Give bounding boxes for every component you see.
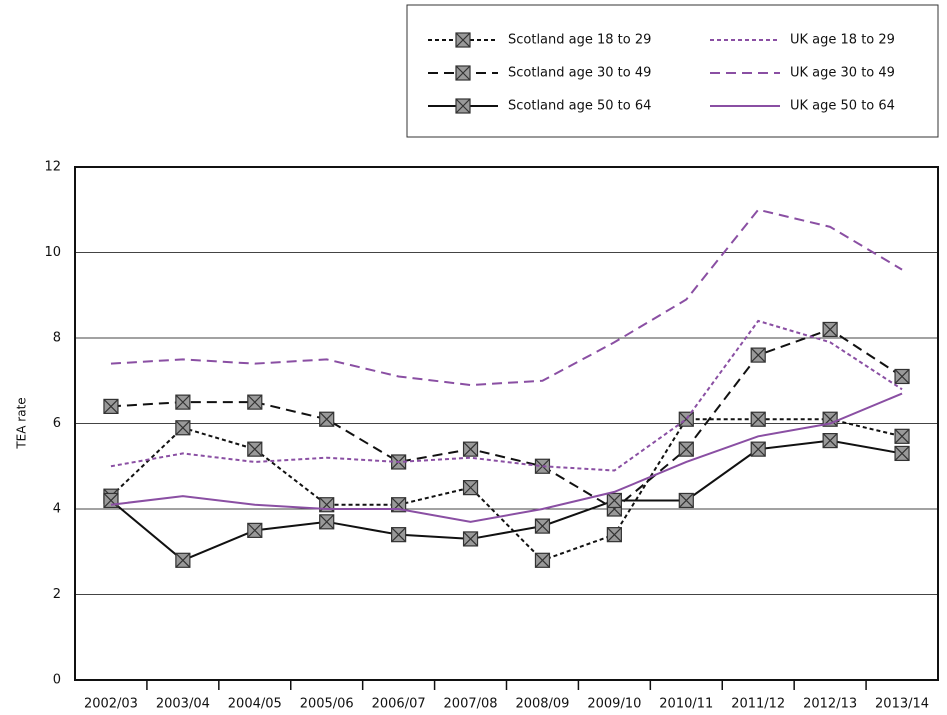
marker-cross bbox=[247, 522, 263, 538]
y-axis-label: TEA rate bbox=[15, 397, 29, 449]
marker bbox=[391, 527, 407, 543]
marker bbox=[319, 411, 335, 427]
series-line bbox=[110, 328, 903, 511]
marker bbox=[678, 411, 694, 427]
x-tick-label: 2003/04 bbox=[156, 697, 210, 712]
x-tick-label: 2004/05 bbox=[228, 697, 282, 712]
marker-cross bbox=[678, 441, 694, 457]
marker-cross bbox=[535, 552, 550, 568]
marker bbox=[455, 32, 471, 48]
legend-label: UK age 30 to 49 bbox=[790, 66, 895, 81]
marker-cross bbox=[750, 411, 766, 427]
marker-cross bbox=[678, 493, 694, 508]
marker-cross bbox=[894, 369, 910, 384]
x-tick-label: 2008/09 bbox=[515, 697, 569, 712]
marker-cross bbox=[822, 322, 838, 337]
marker-cross bbox=[455, 98, 471, 114]
y-tick-label: 2 bbox=[53, 587, 61, 602]
y-tick-label: 10 bbox=[44, 245, 61, 260]
y-tick-label: 8 bbox=[53, 331, 61, 346]
x-tick-label: 2013/14 bbox=[875, 697, 929, 712]
marker-cross bbox=[894, 428, 910, 444]
marker bbox=[462, 531, 479, 547]
x-tick-label: 2005/06 bbox=[300, 697, 354, 712]
legend-label: Scotland age 30 to 49 bbox=[508, 66, 651, 81]
marker bbox=[103, 398, 119, 414]
marker bbox=[678, 441, 694, 457]
y-tick-label: 4 bbox=[53, 502, 61, 517]
marker bbox=[894, 428, 910, 444]
marker bbox=[319, 514, 335, 530]
marker bbox=[455, 98, 471, 114]
legend-label: Scotland age 18 to 29 bbox=[508, 33, 651, 48]
legend-label: Scotland age 50 to 64 bbox=[508, 99, 651, 114]
marker-cross bbox=[822, 433, 838, 449]
legend-label: UK age 50 to 64 bbox=[790, 99, 895, 114]
marker-cross bbox=[175, 552, 191, 568]
marker bbox=[247, 441, 263, 457]
marker bbox=[606, 527, 622, 543]
marker bbox=[462, 480, 479, 496]
marker-cross bbox=[455, 32, 471, 48]
y-tick-label: 0 bbox=[53, 673, 61, 688]
marker bbox=[750, 411, 766, 427]
marker bbox=[750, 347, 766, 363]
marker bbox=[678, 492, 694, 509]
marker-cross bbox=[463, 480, 478, 496]
series-line bbox=[110, 392, 903, 523]
x-tick-label: 2002/03 bbox=[84, 697, 138, 712]
marker bbox=[247, 522, 263, 538]
series-line bbox=[110, 418, 903, 562]
x-tick-label: 2012/13 bbox=[803, 697, 857, 712]
marker-cross bbox=[247, 441, 263, 457]
marker bbox=[462, 441, 479, 457]
marker bbox=[606, 492, 622, 509]
marker bbox=[534, 518, 551, 534]
marker-cross bbox=[103, 398, 119, 414]
marker bbox=[175, 420, 191, 436]
marker-cross bbox=[606, 527, 622, 543]
x-tick-label: 2007/08 bbox=[444, 697, 498, 712]
marker bbox=[247, 394, 263, 410]
marker-cross bbox=[750, 441, 766, 457]
x-tick-label: 2009/10 bbox=[587, 697, 641, 712]
series-line bbox=[110, 208, 903, 387]
marker-cross bbox=[175, 394, 191, 410]
marker-cross bbox=[606, 493, 622, 508]
series-line bbox=[110, 319, 903, 472]
marker bbox=[894, 368, 910, 385]
marker-cross bbox=[894, 446, 910, 461]
marker-cross bbox=[319, 411, 335, 427]
series-line bbox=[110, 439, 903, 562]
marker bbox=[750, 441, 766, 457]
legend-label: UK age 18 to 29 bbox=[790, 33, 895, 48]
marker-cross bbox=[535, 518, 550, 534]
x-tick-label: 2010/11 bbox=[659, 697, 713, 712]
marker-cross bbox=[750, 347, 766, 363]
marker bbox=[455, 65, 471, 81]
y-tick-label: 12 bbox=[44, 160, 61, 175]
marker-cross bbox=[463, 531, 478, 547]
marker bbox=[175, 394, 191, 410]
marker bbox=[534, 552, 551, 568]
legend-box bbox=[406, 4, 939, 138]
marker-cross bbox=[455, 65, 471, 81]
marker bbox=[175, 552, 191, 568]
marker bbox=[822, 433, 838, 449]
marker-cross bbox=[175, 420, 191, 436]
x-tick-label: 2011/12 bbox=[731, 697, 785, 712]
marker-cross bbox=[319, 514, 335, 530]
marker-cross bbox=[247, 394, 263, 410]
marker-cross bbox=[463, 441, 478, 457]
y-tick-label: 6 bbox=[53, 416, 61, 431]
x-tick-label: 2006/07 bbox=[372, 697, 426, 712]
marker bbox=[822, 321, 838, 338]
marker bbox=[894, 445, 910, 462]
marker-cross bbox=[391, 527, 407, 543]
marker bbox=[103, 492, 119, 509]
marker-cross bbox=[678, 411, 694, 427]
